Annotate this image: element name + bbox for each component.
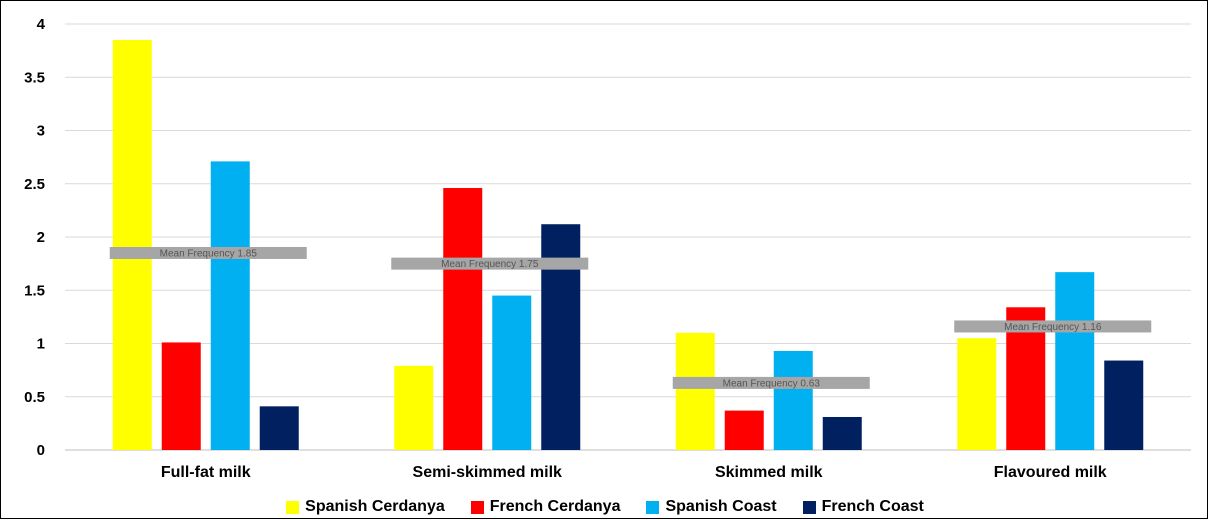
- y-tick-label: 3.5: [24, 69, 45, 86]
- bar: [394, 365, 434, 450]
- gridlines: [65, 23, 1191, 451]
- bar: [822, 416, 862, 450]
- legend-item-french-coast: French Coast: [802, 498, 924, 516]
- bar: [724, 410, 764, 450]
- mean-line: [672, 376, 870, 389]
- legend-label: Spanish Cerdanya: [305, 498, 445, 515]
- y-axis-ticks: 0 0.5 1 1.5 2 2.5 3 3.5 4: [24, 16, 46, 459]
- mean-label: Mean Frequency 0.63: [723, 378, 821, 389]
- y-tick-label: 0.5: [24, 389, 45, 406]
- legend-item-spanish-coast: Spanish Coast: [646, 498, 777, 516]
- bar: [1055, 272, 1095, 450]
- mean-label: Mean Frequency 1.16: [1004, 322, 1102, 333]
- bar: [675, 332, 715, 450]
- y-tick-label: 4: [37, 16, 46, 33]
- y-tick-label: 3: [37, 123, 45, 140]
- legend-label: Spanish Coast: [665, 498, 777, 515]
- legend-swatch: [470, 500, 484, 514]
- category-label: Flavoured milk: [994, 464, 1107, 481]
- bar: [210, 161, 250, 450]
- mean-label: Mean Frequency 1.85: [160, 248, 258, 259]
- bar: [259, 406, 299, 450]
- bar: [161, 342, 201, 450]
- mean-label: Mean Frequency 1.75: [441, 259, 539, 270]
- y-tick-label: 0: [37, 442, 45, 459]
- category-label: Full-fat milk: [161, 464, 251, 481]
- bar: [492, 295, 532, 450]
- bars: [112, 39, 1144, 450]
- bar: [773, 350, 813, 450]
- legend-label: French Cerdanya: [489, 498, 621, 515]
- legend-item-french-cerdanya: French Cerdanya: [470, 498, 621, 516]
- legend-item-spanish-cerdanya: Spanish Cerdanya: [286, 498, 445, 516]
- mean-line: [391, 257, 589, 270]
- y-tick-label: 1.5: [24, 282, 45, 299]
- mean-line: [109, 246, 307, 259]
- bar: [112, 39, 152, 450]
- bar: [443, 188, 483, 450]
- bar: [1104, 360, 1144, 450]
- legend-swatch: [646, 500, 660, 514]
- legend-label: French Coast: [821, 498, 924, 515]
- category-label: Semi-skimmed milk: [413, 464, 563, 481]
- legend-swatch: [802, 500, 816, 514]
- y-tick-label: 2.5: [24, 176, 45, 193]
- legend: Spanish Cerdanya French Cerdanya Spanish…: [1, 495, 1208, 519]
- mean-line: [954, 320, 1152, 333]
- category-label: Skimmed milk: [715, 464, 823, 481]
- mean-lines: Mean Frequency 1.85 Mean Frequency 1.75 Me…: [109, 246, 1152, 389]
- bar: [957, 338, 997, 450]
- x-axis-categories: Full-fat milk Semi-skimmed milk Skimmed mi…: [161, 464, 1107, 481]
- y-tick-label: 2: [37, 229, 45, 246]
- y-tick-label: 1: [37, 336, 45, 353]
- legend-swatch: [286, 500, 300, 514]
